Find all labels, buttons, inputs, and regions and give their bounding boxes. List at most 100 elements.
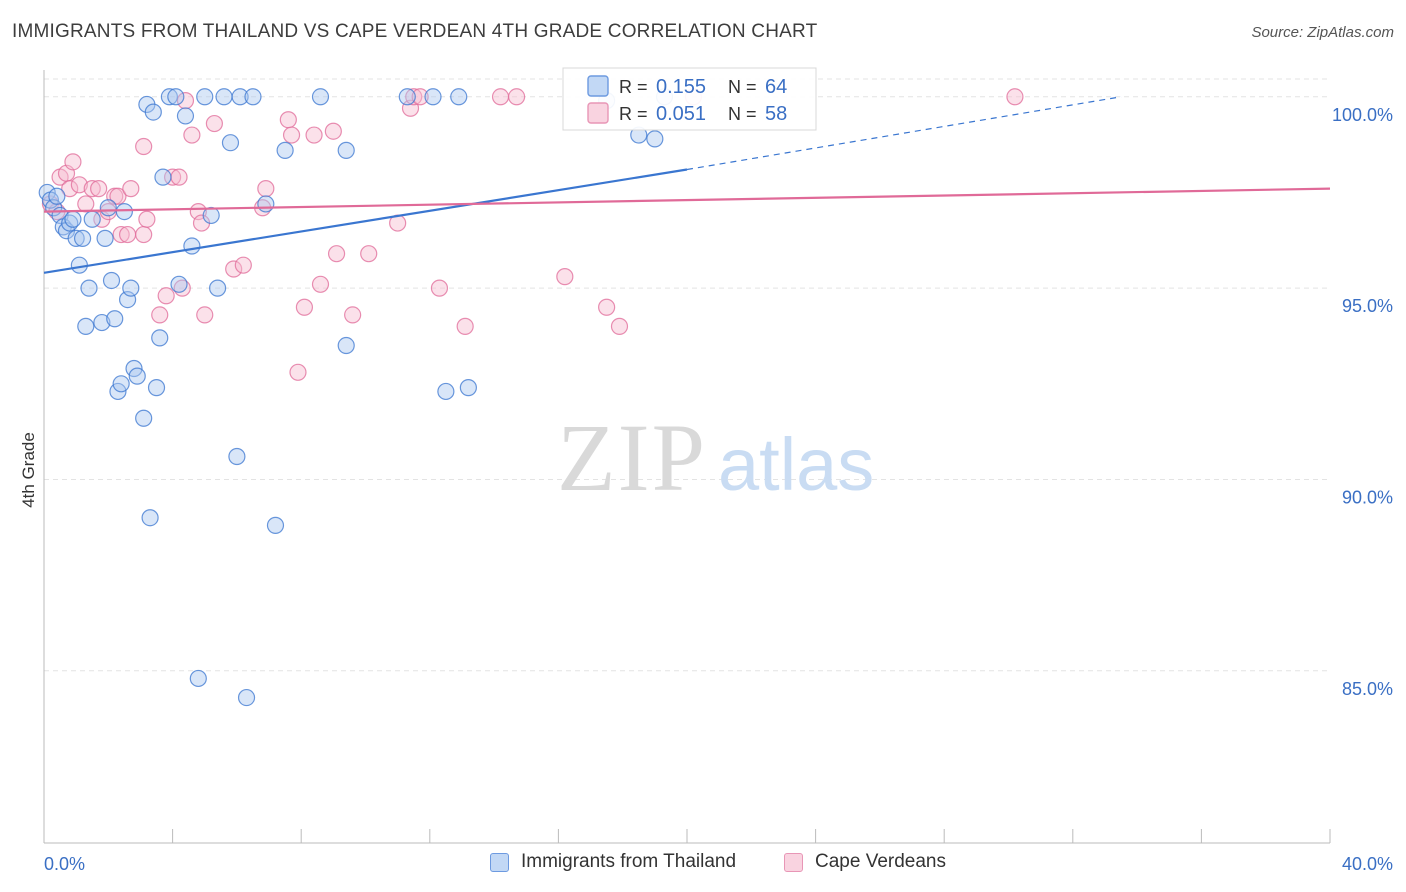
point-thailand (141, 509, 159, 527)
watermark-atlas: atlas (718, 423, 874, 506)
point-cape-verdean (430, 279, 449, 297)
stats-n-value-cape-verdeans: 58 (765, 103, 787, 125)
point-thailand (176, 107, 195, 125)
x-tick-label: 0.0% (44, 854, 85, 874)
point-cape-verdean (151, 306, 169, 324)
chart-source: Source: ZipAtlas.com (1251, 24, 1394, 41)
stats-r-label-cape-verdeans: R = (619, 104, 648, 124)
chart-title: IMMIGRANTS FROM THAILAND VS CAPE VERDEAN… (12, 21, 818, 42)
point-cape-verdean (70, 176, 88, 194)
point-thailand (215, 88, 233, 106)
point-cape-verdean (205, 114, 223, 133)
point-cape-verdean (491, 88, 510, 106)
point-thailand (144, 103, 162, 121)
point-cape-verdean (83, 180, 101, 198)
point-thailand (83, 210, 101, 228)
legend-item-cape-verdeans[interactable]: Cape Verdeans (784, 851, 946, 873)
point-thailand (237, 688, 256, 707)
y-axis-label: 4th Grade (19, 432, 38, 508)
point-thailand (112, 375, 130, 393)
point-thailand (231, 88, 249, 106)
point-cape-verdean (135, 137, 153, 156)
point-cape-verdean (90, 180, 108, 198)
point-cape-verdean (225, 260, 243, 278)
x-tick-label: 40.0% (1342, 854, 1393, 874)
gridlines (44, 78, 1330, 672)
point-thailand (135, 409, 153, 427)
point-thailand (646, 130, 664, 148)
point-cape-verdean (61, 180, 79, 198)
point-cape-verdean (279, 111, 297, 129)
point-thailand (154, 168, 172, 186)
point-cape-verdean (360, 245, 378, 263)
point-cape-verdean (405, 88, 423, 106)
point-thailand (311, 88, 330, 106)
point-thailand (437, 382, 455, 401)
point-thailand (80, 279, 98, 297)
stats-r-value-thailand: 0.155 (656, 76, 706, 98)
point-thailand (202, 206, 220, 225)
point-thailand (221, 134, 240, 152)
trendline-thailand-extension (686, 96, 1122, 171)
point-cape-verdean (556, 268, 574, 286)
point-cape-verdean (112, 225, 130, 244)
legend-swatch-thailand (490, 852, 509, 872)
point-thailand (147, 379, 166, 397)
point-cape-verdean (176, 92, 195, 110)
stats-r-value-cape-verdeans: 0.051 (656, 103, 706, 125)
stats-n-label-cape-verdeans: N = (728, 104, 757, 124)
point-thailand (106, 310, 124, 328)
point-cape-verdean (598, 298, 616, 316)
point-thailand (196, 88, 214, 106)
y-tick-label: 90.0% (1342, 487, 1393, 507)
point-thailand (96, 229, 114, 247)
point-cape-verdean (344, 306, 362, 324)
trendline-cape-verdeans (43, 187, 1331, 213)
stats-r-label-thailand: R = (619, 77, 648, 97)
point-cape-verdean (138, 210, 156, 228)
point-cape-verdean (135, 225, 153, 244)
point-thailand (67, 229, 85, 247)
point-thailand (102, 271, 121, 290)
point-cape-verdean (295, 298, 314, 316)
point-thailand (115, 202, 133, 221)
point-thailand (167, 88, 185, 106)
point-cape-verdean (64, 153, 82, 171)
point-cape-verdean (324, 122, 342, 140)
trendline-thailand (43, 168, 688, 274)
y-tick-label: 100.0% (1332, 105, 1393, 125)
point-thailand (266, 516, 285, 534)
point-thailand (170, 275, 188, 293)
point-thailand (151, 329, 169, 347)
watermark: ZIP atlas (557, 404, 874, 511)
series-immigrants-from-thailand (38, 88, 674, 707)
tick-labels: 100.0% 95.0% 90.0% 85.0% 0.0% 40.0% (44, 105, 1393, 874)
point-cape-verdean (77, 195, 95, 213)
point-cape-verdean (327, 245, 346, 263)
point-cape-verdean (456, 317, 474, 335)
y-tick-label: 95.0% (1342, 296, 1393, 316)
point-thailand (48, 187, 66, 205)
point-cape-verdean (157, 287, 175, 305)
point-thailand (257, 195, 275, 213)
point-cape-verdean (122, 180, 140, 198)
point-thailand (93, 313, 111, 332)
point-cape-verdean (109, 187, 127, 205)
stats-swatch-thailand (587, 75, 609, 97)
point-cape-verdean (164, 168, 182, 186)
point-thailand (424, 88, 442, 106)
point-thailand (228, 447, 246, 466)
point-thailand (459, 379, 477, 397)
legend-item-thailand[interactable]: Immigrants from Thailand (490, 851, 736, 873)
point-thailand (450, 88, 468, 106)
point-thailand (73, 229, 92, 247)
series-cape-verdeans (41, 88, 1024, 381)
watermark-zip: ZIP (557, 404, 707, 511)
point-thailand (122, 279, 140, 297)
point-cape-verdean (289, 363, 307, 381)
point-thailand (99, 199, 117, 217)
point-cape-verdean (170, 168, 188, 186)
point-cape-verdean (1006, 88, 1024, 106)
point-cape-verdean (234, 256, 252, 274)
